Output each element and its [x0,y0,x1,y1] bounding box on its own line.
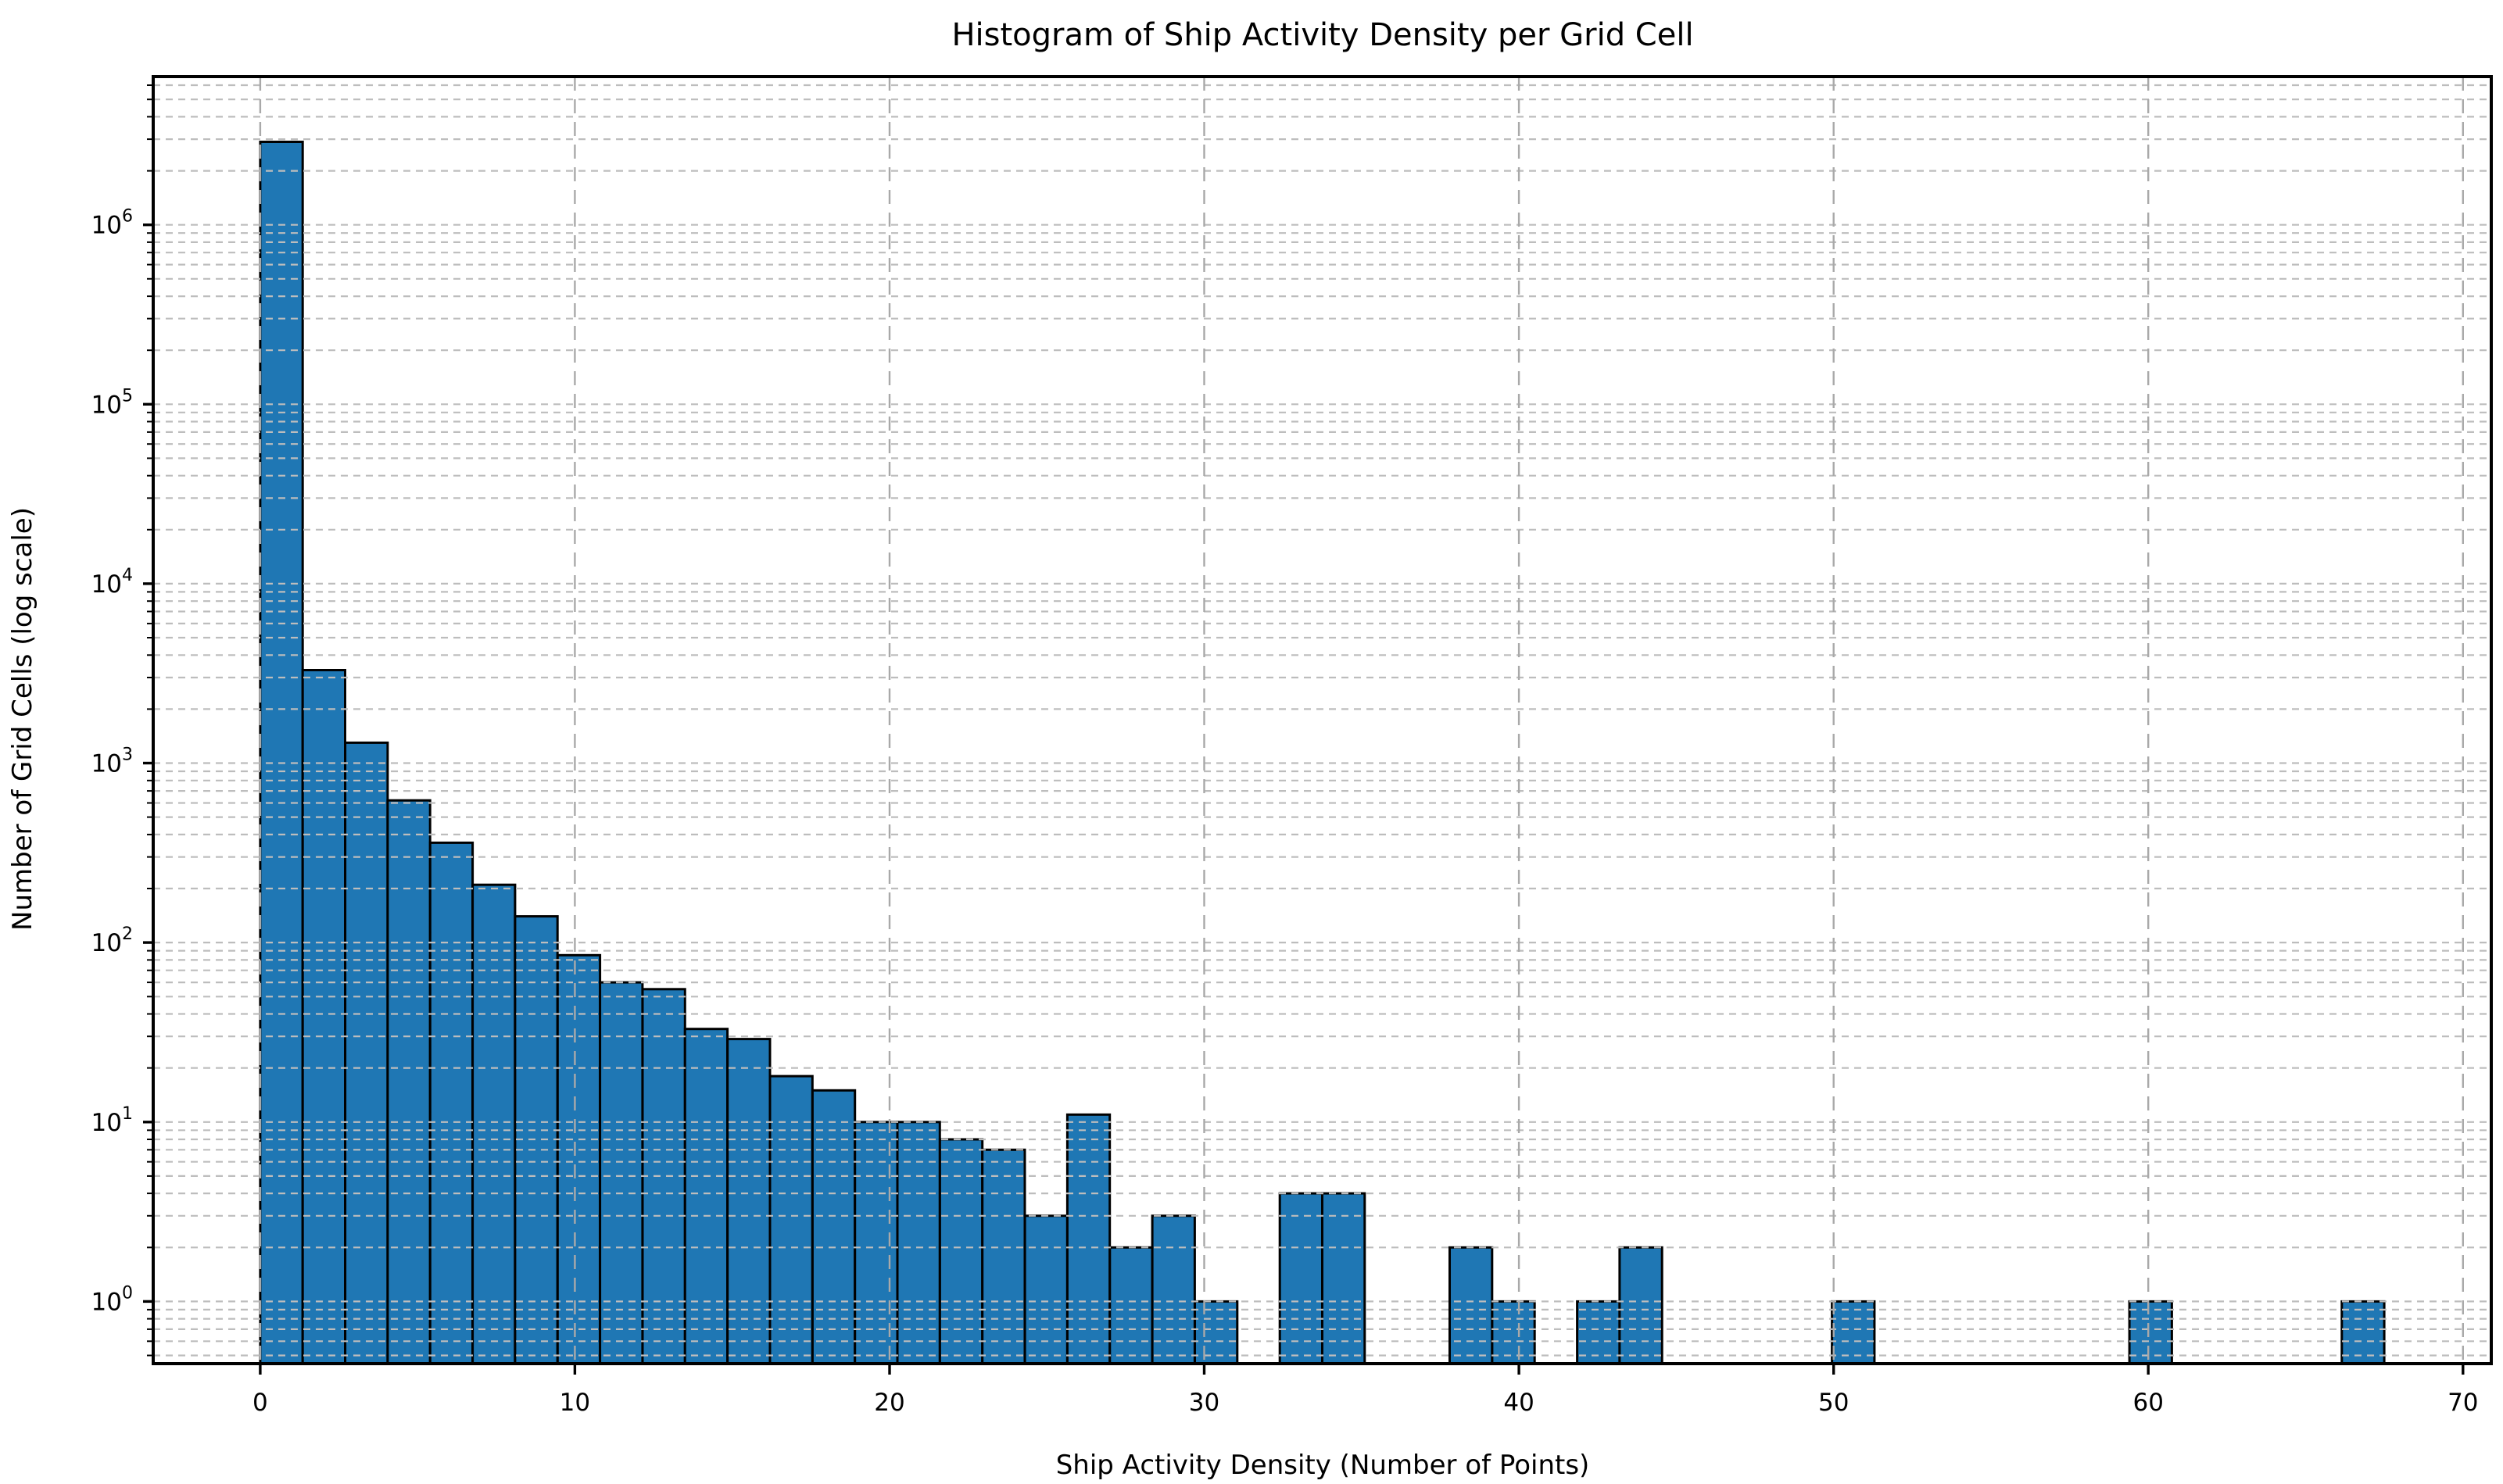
grid-layer [153,77,2491,1364]
x-tick-label: 40 [1503,1389,1534,1417]
y-tick-label: 105 [91,386,133,419]
y-tick-label: 100 [91,1283,133,1316]
x-tick-label: 50 [1818,1389,1849,1417]
histogram-bar [981,1148,1026,1365]
histogram-bar [2128,1300,2173,1365]
histogram-bar [854,1121,899,1365]
x-axis-label: Ship Activity Density (Number of Points) [1056,1450,1590,1481]
histogram-bar [683,1028,729,1365]
histogram-bar [556,953,602,1365]
histogram-bar [1618,1246,1663,1365]
histogram-bar [1448,1246,1494,1365]
histogram-bar [726,1038,772,1365]
histogram-bar [301,669,347,1365]
x-tick-label: 60 [2132,1389,2163,1417]
x-tick-label: 20 [874,1389,904,1417]
x-tick-label: 10 [560,1389,590,1417]
histogram-bar [1194,1300,1239,1365]
x-tick-label: 0 [252,1389,268,1417]
y-tick-label: 104 [91,566,133,599]
y-tick-label: 102 [91,924,133,957]
chart-title: Histogram of Ship Activity Density per G… [951,17,1693,53]
histogram-bar [1321,1192,1366,1365]
histogram-bar [1278,1192,1323,1365]
y-tick-label: 101 [91,1104,133,1137]
histogram-bar [428,841,474,1365]
y-tick-label: 106 [91,207,133,240]
x-tick-label: 30 [1189,1389,1219,1417]
x-tick-label: 70 [2447,1389,2478,1417]
axes-layer: 100 101 102 103 104 105 106 0 10 20 30 40 50 60 70 [91,75,2493,1417]
y-tick-label: 103 [91,746,133,778]
histogram-bar [811,1089,857,1365]
histogram-bar [599,981,644,1365]
histogram-bar [344,741,389,1365]
histogram-bar [1023,1214,1069,1365]
histogram-bar [471,883,517,1365]
histogram-bar [259,141,304,1365]
histogram-bar [1491,1300,1536,1365]
histogram-bar [896,1121,941,1365]
histogram-bar [1831,1300,1876,1365]
histogram-bar [768,1075,814,1365]
y-axis-label: Number of Grid Cells (log scale) [7,507,38,931]
plot-border [152,75,2493,1365]
histogram-bar [386,799,431,1365]
histogram-bar [1108,1246,1154,1365]
histogram-bar [1576,1300,1621,1365]
histogram-bar [2340,1300,2386,1365]
histogram-bar [1065,1113,1112,1365]
